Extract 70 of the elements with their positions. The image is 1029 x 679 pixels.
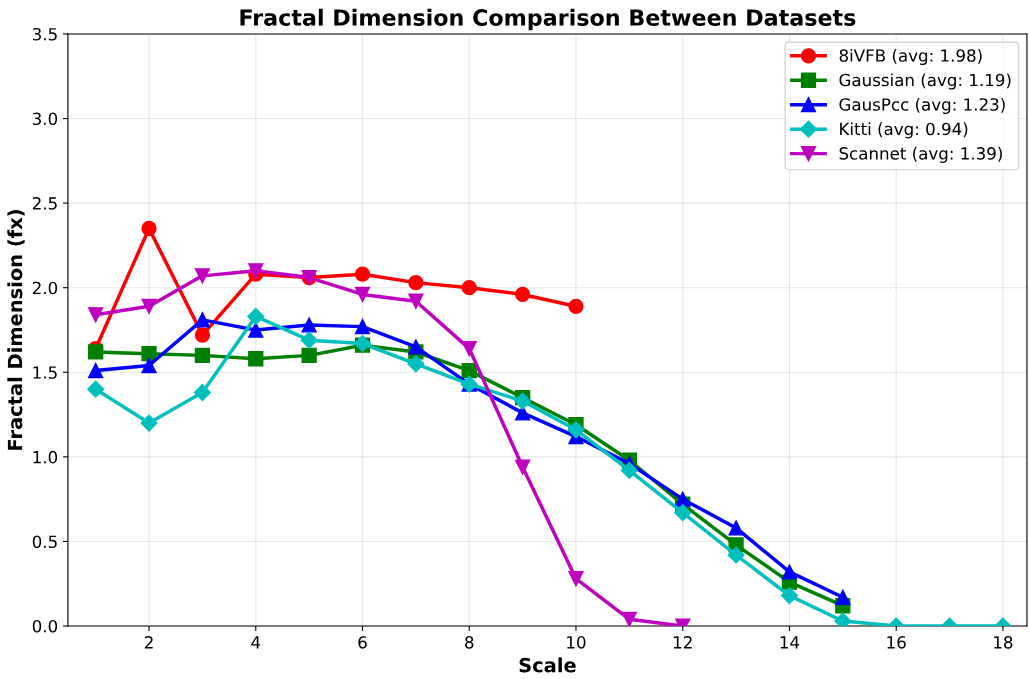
point xyxy=(88,307,104,323)
y-tick-label: 1.5 xyxy=(33,366,57,379)
y-tick-label: 2.0 xyxy=(32,281,58,295)
point xyxy=(461,280,477,296)
point xyxy=(727,546,745,564)
x-tick-label: 6 xyxy=(358,636,367,649)
point xyxy=(248,351,264,367)
point xyxy=(141,298,157,314)
point xyxy=(568,298,584,314)
point xyxy=(780,587,799,605)
point xyxy=(194,268,211,284)
point xyxy=(87,380,105,398)
point xyxy=(567,421,585,439)
point xyxy=(141,220,157,237)
x-tick-label: 8 xyxy=(465,636,474,649)
x-tick-label: 2 xyxy=(144,636,153,649)
point xyxy=(674,504,692,522)
point xyxy=(408,274,424,291)
point xyxy=(301,347,317,364)
point xyxy=(620,461,638,479)
point xyxy=(781,564,798,580)
point xyxy=(461,340,477,357)
x-axis-title: Scale xyxy=(519,657,576,673)
point xyxy=(140,414,158,432)
point xyxy=(621,611,637,627)
x-tick-label: 14 xyxy=(780,636,800,649)
y-tick-label: 3.5 xyxy=(32,27,57,41)
point xyxy=(141,346,157,362)
y-tick-label: 0.0 xyxy=(32,620,58,633)
y-tick-label: 3.0 xyxy=(32,112,58,126)
point xyxy=(408,293,424,309)
chart-title: Fractal Dimension Comparison Between Datasets xyxy=(240,8,856,31)
point xyxy=(354,286,371,303)
point xyxy=(408,339,424,355)
point xyxy=(675,491,691,507)
point xyxy=(728,520,744,536)
point xyxy=(514,459,531,475)
legend-label: 8iVFB (avg: 1.98) xyxy=(839,48,982,66)
point xyxy=(247,307,265,326)
x-tick-label: 4 xyxy=(251,636,261,649)
x-tick-label: 10 xyxy=(567,636,586,649)
point xyxy=(354,266,371,282)
point xyxy=(514,392,532,410)
x-tick-label: 12 xyxy=(673,636,692,649)
point xyxy=(194,312,211,328)
y-tick-label: 0.5 xyxy=(32,535,57,549)
point xyxy=(248,322,264,338)
point xyxy=(194,347,211,364)
point xyxy=(354,318,371,335)
point xyxy=(835,589,851,605)
point xyxy=(88,362,104,379)
point xyxy=(514,286,531,303)
x-tick-label: 16 xyxy=(887,636,906,649)
point xyxy=(88,344,104,360)
point xyxy=(407,355,425,373)
point xyxy=(194,327,211,343)
legend-label: Gaussian (avg: 1.19) xyxy=(839,73,1011,90)
y-tick-label: 2.5 xyxy=(32,197,57,210)
y-axis-title: Fractal Dimension (fx) xyxy=(7,210,25,450)
point xyxy=(193,384,211,402)
point xyxy=(141,357,157,374)
y-tick-label: 1.0 xyxy=(33,450,58,464)
legend-label: GausPcc (avg: 1.23) xyxy=(839,97,1005,115)
legend-label: Scannet (avg: 1.39) xyxy=(839,146,1002,163)
point xyxy=(301,317,317,333)
point xyxy=(300,331,318,349)
legend-label: Kitti (avg: 0.94) xyxy=(840,122,968,139)
point xyxy=(568,571,584,587)
x-tick-label: 18 xyxy=(994,636,1013,649)
point xyxy=(834,612,852,627)
